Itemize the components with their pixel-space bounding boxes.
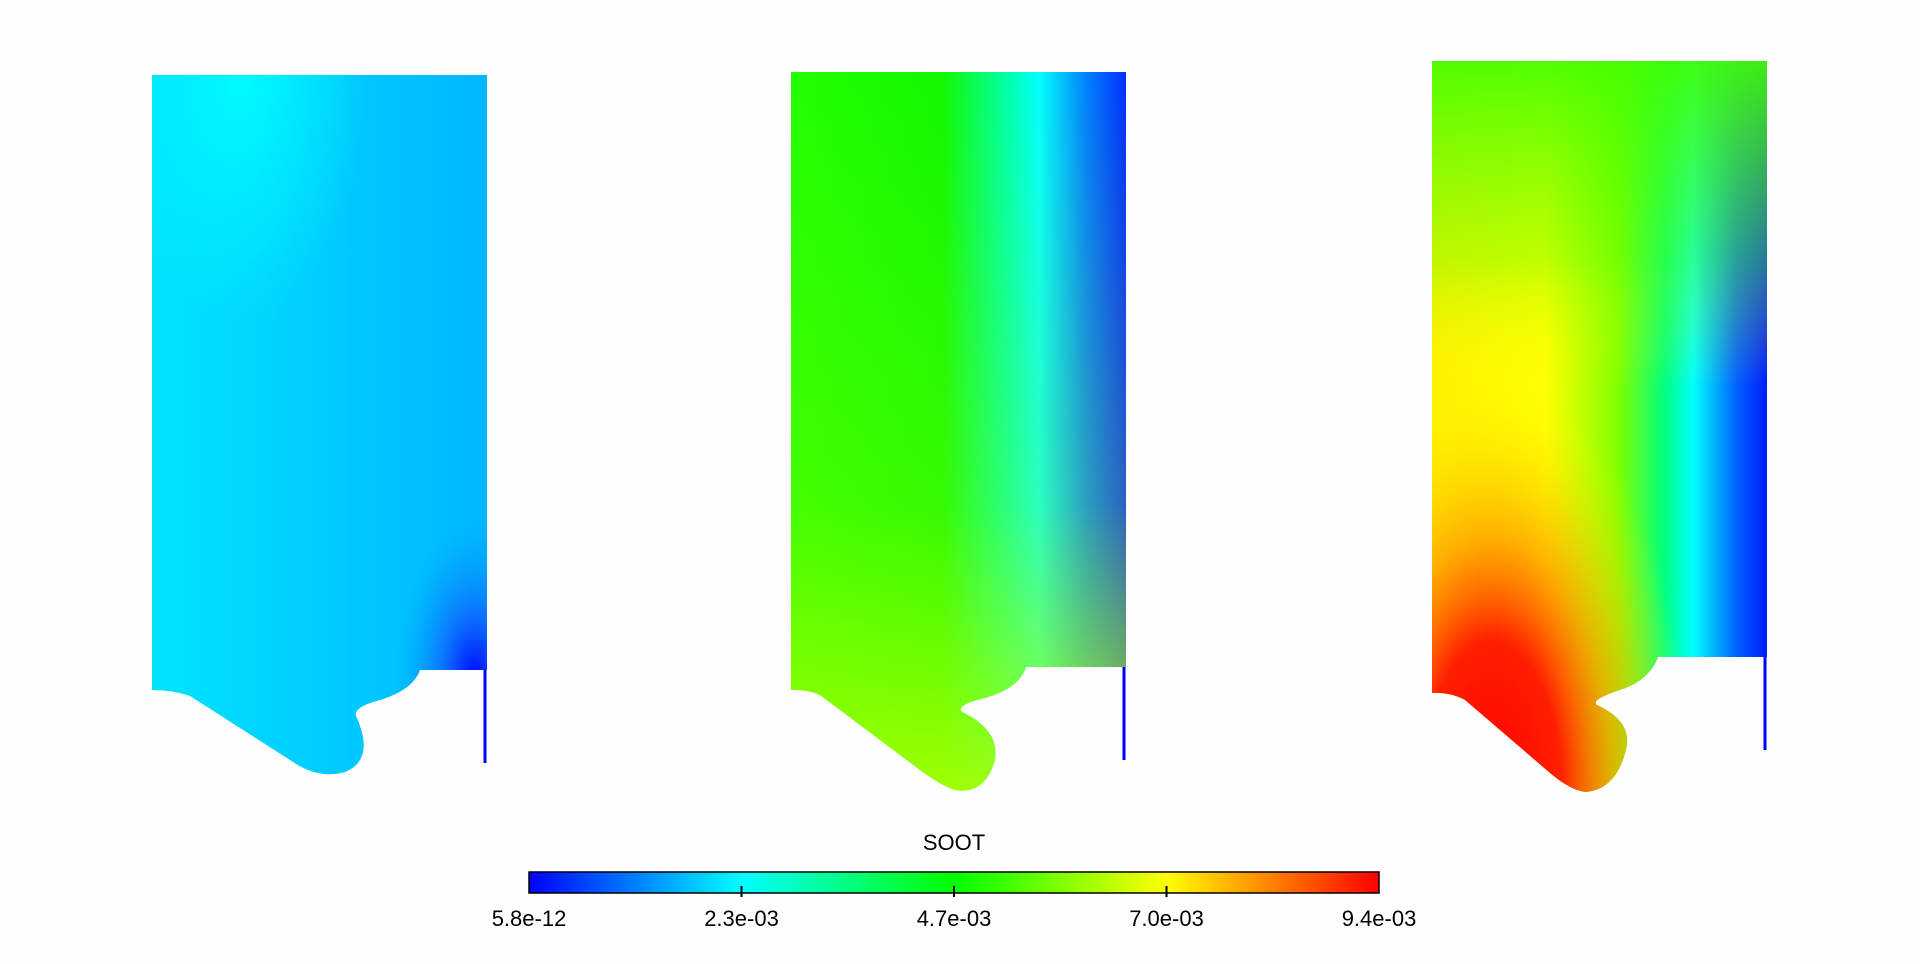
colorbar-title: SOOT — [923, 830, 985, 855]
contour-panel-3 — [1432, 61, 1767, 792]
contour-panel-2 — [791, 72, 1126, 791]
colorbar-tick-label: 9.4e-03 — [1342, 906, 1417, 931]
colorbar: SOOT 5.8e-12 2.3e-03 4.7e-03 7.0e-03 9.4e-03 — [492, 830, 1417, 931]
colorbar-tick-label: 4.7e-03 — [917, 906, 992, 931]
colorbar-tick-label: 5.8e-12 — [492, 906, 567, 931]
contour-panel-1 — [152, 75, 487, 775]
colorbar-tick-label: 2.3e-03 — [704, 906, 779, 931]
colorbar-tick-label: 7.0e-03 — [1129, 906, 1204, 931]
